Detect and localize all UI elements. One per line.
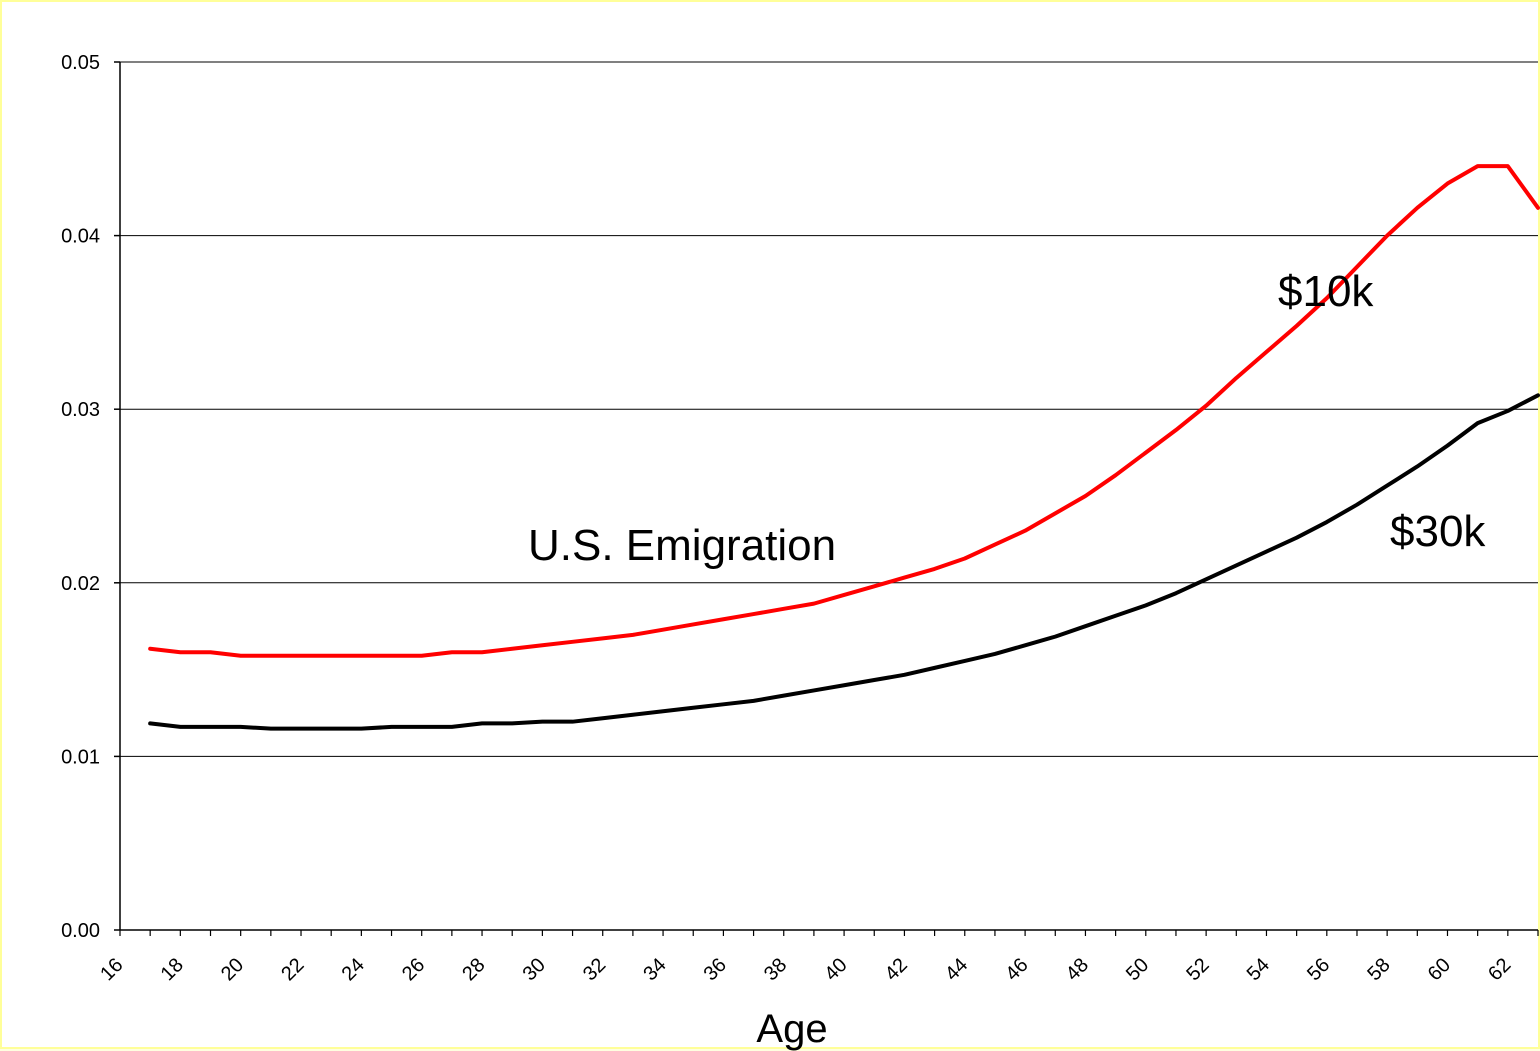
annotation-10k: $10k	[1278, 267, 1374, 316]
x-tick-label: 58	[1363, 954, 1394, 985]
x-tick-label: 26	[398, 954, 429, 985]
annotation-us-emigration: U.S. Emigration	[528, 521, 836, 570]
y-tick-label: 0.03	[61, 399, 100, 421]
x-tick-label: 60	[1424, 954, 1455, 985]
x-tick-label: 40	[820, 954, 851, 985]
y-tick-label: 0.01	[61, 746, 100, 768]
y-tick-label: 0.04	[61, 226, 100, 248]
x-tick-label: 24	[338, 954, 369, 985]
x-tick-label: 42	[881, 954, 912, 985]
x-tick-label: 20	[217, 954, 248, 985]
y-tick-labels: 0.00 0.01 0.02 0.03 0.04 0.05	[61, 52, 120, 942]
x-tick-label: 22	[277, 954, 308, 985]
x-tick-label: 44	[941, 954, 972, 985]
x-tick-label: 36	[700, 954, 731, 985]
x-tick-label: 38	[760, 954, 791, 985]
x-tick-label: 28	[458, 954, 489, 985]
series-line-10k	[148, 164, 1540, 658]
x-tick-label: 16	[96, 954, 127, 985]
gridlines	[120, 61, 1538, 757]
x-tick-label: 48	[1062, 954, 1093, 985]
x-tick-label: 34	[639, 954, 670, 985]
x-tick-label: 32	[579, 954, 610, 985]
series-lines	[148, 164, 1540, 731]
annotation-30k: $30k	[1390, 507, 1486, 556]
y-tick-label: 0.02	[61, 573, 100, 595]
y-tick-label: 0.00	[61, 920, 100, 942]
x-tick-labels: 16 18 20 22 24 26 28 30 32 34 36 38 40 42 44 46 48 50 52 54…	[96, 930, 1539, 985]
x-tick-label: 46	[1001, 954, 1032, 985]
x-tick-label: 62	[1484, 954, 1515, 985]
x-tick-label: 50	[1122, 954, 1153, 985]
axes	[119, 62, 1538, 931]
x-tick-label: 30	[519, 954, 550, 985]
x-tick-label: 18	[157, 954, 188, 985]
x-tick-label: 54	[1243, 954, 1274, 985]
y-tick-label: 0.05	[61, 52, 100, 74]
x-tick-label: 56	[1303, 954, 1334, 985]
x-tick-label: 52	[1182, 954, 1213, 985]
series-line-30k	[148, 393, 1540, 731]
x-axis-title: Age	[756, 1007, 827, 1051]
